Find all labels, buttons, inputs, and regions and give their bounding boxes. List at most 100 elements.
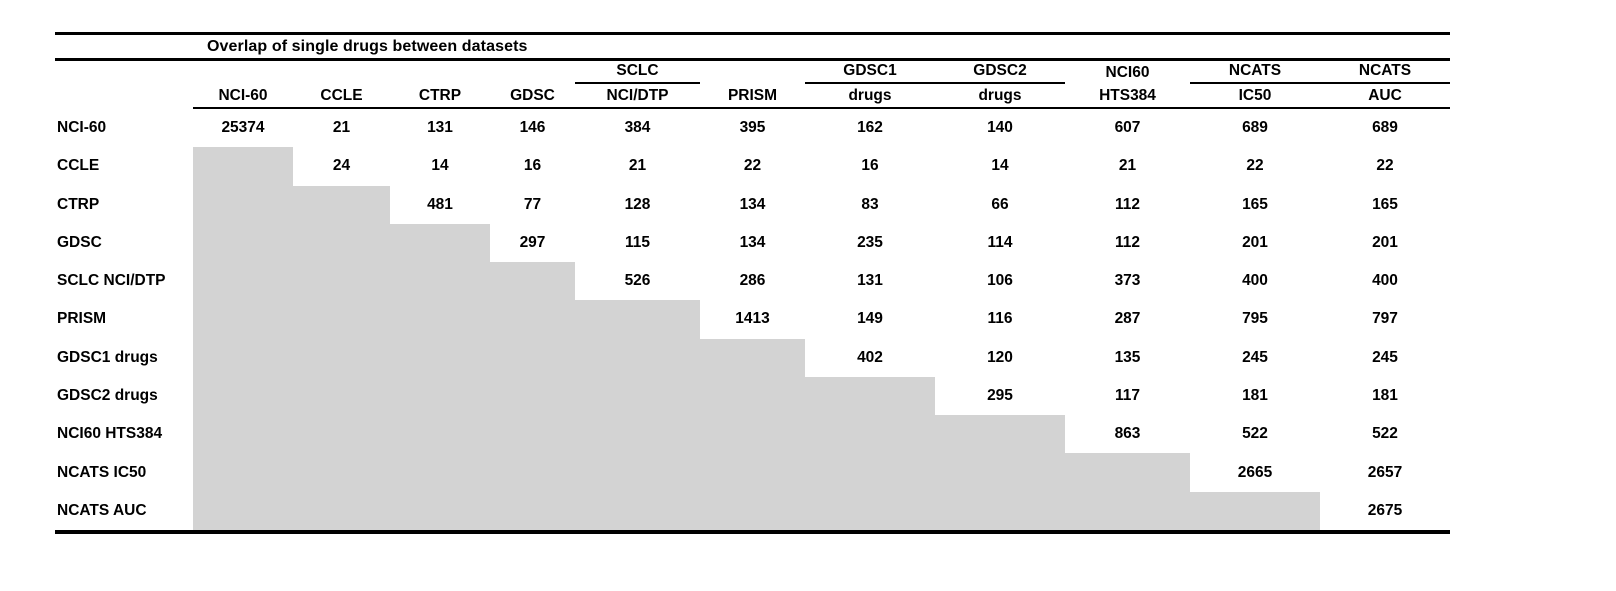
value-cell: 245 [1242, 348, 1268, 366]
value-cell: 795 [1242, 310, 1268, 328]
shaded-cell [575, 491, 700, 530]
shaded-cell [390, 338, 490, 377]
row-label: NCATS AUC [57, 501, 147, 519]
value-cell: 2657 [1367, 463, 1403, 481]
value-cell: 863 [1114, 425, 1141, 443]
column-group: NCI60 [1065, 63, 1190, 84]
shaded-cell [390, 300, 490, 339]
shaded-cell [700, 491, 805, 530]
column-header: NCI-60 [218, 86, 268, 104]
row-label: GDSC1 drugs [57, 348, 158, 366]
value-cell: 400 [1242, 272, 1268, 290]
row-label: SCLC NCI/DTP [57, 272, 166, 290]
column-group-label: SCLC [616, 62, 659, 79]
shaded-cell [935, 453, 1065, 492]
value-cell: 14 [991, 157, 1009, 175]
shaded-cell [575, 453, 700, 492]
value-cell: 24 [332, 157, 351, 175]
value-cell: 395 [739, 119, 766, 137]
value-cell: 481 [427, 195, 453, 213]
value-cell: 131 [857, 272, 883, 290]
header-row: NCI-60 CCLE CTRP GDSC NCI/DTP PRISM drugs drugs… [55, 84, 1450, 107]
column-header: AUC [1368, 86, 1402, 104]
column-header: IC50 [1238, 86, 1272, 104]
value-cell: 201 [1242, 233, 1268, 251]
shaded-cell [490, 300, 575, 339]
value-cell: 607 [1114, 119, 1141, 137]
value-cell: 522 [1372, 425, 1398, 443]
shaded-cell [193, 338, 293, 377]
value-cell: 16 [523, 157, 542, 175]
value-cell: 201 [1372, 233, 1398, 251]
value-cell: 295 [987, 386, 1013, 404]
shaded-cell [390, 453, 490, 492]
shaded-cell [490, 491, 575, 530]
shaded-cell [1190, 491, 1320, 530]
value-cell: 77 [523, 195, 542, 213]
value-cell: 384 [624, 119, 651, 137]
value-cell: 106 [987, 272, 1013, 290]
shaded-cell [935, 491, 1065, 530]
value-cell: 400 [1372, 272, 1398, 290]
drug-overlap-table: Overlap of single drugs between datasets… [55, 32, 1450, 534]
value-cell: 2675 [1367, 501, 1403, 519]
value-cell: 146 [519, 119, 546, 137]
shaded-cell [293, 300, 390, 339]
shaded-cell [193, 491, 293, 530]
shaded-cell [490, 338, 575, 377]
shaded-cell [805, 415, 935, 454]
shaded-cell [193, 262, 293, 301]
shaded-cell [390, 491, 490, 530]
shaded-cell [700, 415, 805, 454]
value-cell: 21 [628, 157, 647, 175]
shaded-cell [193, 147, 293, 186]
column-header: CCLE [320, 86, 363, 104]
shaded-cell [1065, 491, 1190, 530]
value-cell: 245 [1372, 348, 1398, 366]
row-label: CTRP [57, 195, 100, 213]
column-header: drugs [978, 86, 1022, 104]
shaded-cell [293, 415, 390, 454]
value-cell: 522 [1242, 425, 1268, 443]
column-group: SCLC [575, 61, 700, 84]
shaded-cell [293, 376, 390, 416]
value-cell: 112 [1114, 233, 1140, 251]
shaded-cell [193, 453, 293, 492]
header-group-row: SCLC GDSC1 GDSC2 NCI60 NCATS NCATS [55, 61, 1450, 84]
value-cell: 22 [743, 157, 762, 175]
shaded-cell [805, 376, 935, 416]
value-cell: 286 [739, 272, 766, 290]
column-group: NCATS NCATS [1190, 61, 1450, 84]
column-group-label: NCI60 [1105, 64, 1150, 81]
shaded-cell [390, 415, 490, 454]
value-cell: 16 [861, 157, 879, 175]
value-cell: 134 [739, 233, 766, 251]
value-cell: 117 [1114, 386, 1140, 404]
shaded-cell [935, 415, 1065, 454]
column-header: CTRP [418, 86, 462, 104]
column-group-label: NCATS [1228, 62, 1282, 79]
value-cell: 797 [1372, 310, 1398, 328]
value-cell: 116 [987, 310, 1013, 328]
shaded-cell [193, 376, 293, 416]
value-cell: 22 [1376, 157, 1394, 175]
shaded-cell [193, 185, 293, 224]
value-cell: 2665 [1237, 463, 1273, 481]
shaded-cell [805, 453, 935, 492]
value-cell: 689 [1242, 119, 1268, 137]
value-cell: 297 [519, 233, 546, 251]
shaded-cell [193, 223, 293, 263]
value-cell: 134 [739, 195, 766, 213]
shaded-cell [575, 415, 700, 454]
value-cell: 114 [987, 233, 1013, 251]
shaded-cell [193, 415, 293, 454]
column-group-label: NCATS [1358, 62, 1412, 79]
shaded-cell [293, 262, 390, 301]
shaded-cell [490, 415, 575, 454]
shaded-cell [490, 453, 575, 492]
value-cell: 21 [332, 119, 351, 137]
value-cell: 181 [1372, 386, 1398, 404]
shaded-cell [490, 376, 575, 416]
value-cell: 22 [1246, 157, 1264, 175]
shaded-cell [700, 376, 805, 416]
